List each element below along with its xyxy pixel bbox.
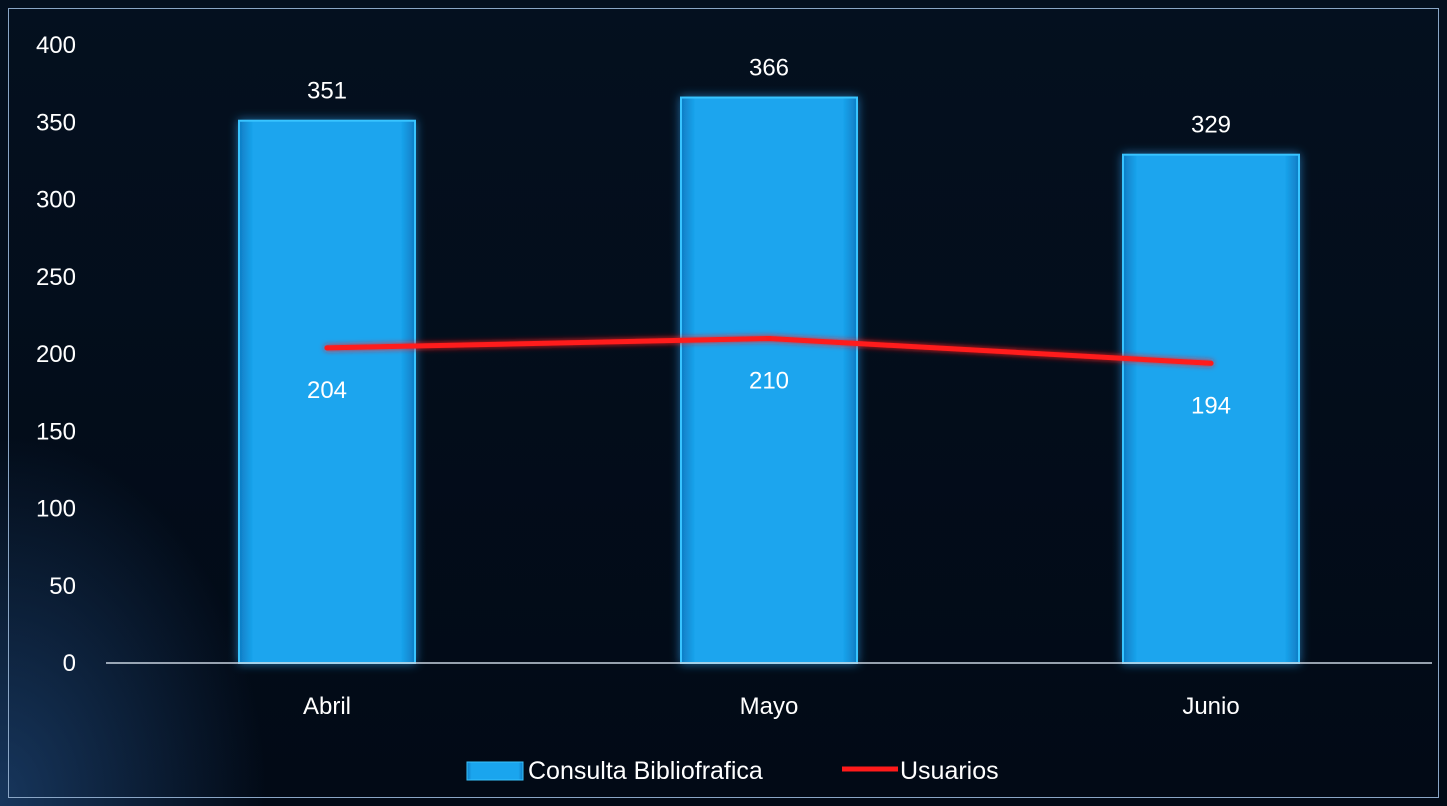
legend-item-line[interactable]: Usuarios <box>842 757 999 785</box>
usuarios-point-abril[interactable] <box>324 345 330 351</box>
bar-abril[interactable] <box>238 119 416 664</box>
bar-mayo[interactable] <box>680 96 858 664</box>
y-tick-label: 350 <box>36 109 76 136</box>
line-value-label: 194 <box>1191 392 1231 419</box>
line-series <box>324 336 1214 366</box>
bar-value-label: 351 <box>307 78 347 105</box>
line-value-label: 210 <box>749 368 789 395</box>
bar-junio[interactable] <box>1122 153 1300 664</box>
chart-frame <box>8 8 1439 798</box>
legend: Consulta Bibliofrafica Usuarios <box>466 757 999 785</box>
bar-value-label: 366 <box>749 55 789 82</box>
y-tick-label: 100 <box>36 496 76 523</box>
y-tick-label: 0 <box>63 650 76 677</box>
y-tick-label: 300 <box>36 187 76 214</box>
legend-item-bar[interactable]: Consulta Bibliofrafica <box>466 757 763 785</box>
usuarios-point-mayo[interactable] <box>766 336 772 342</box>
line-data-labels: 204 210 194 <box>307 368 1231 420</box>
x-tick-label-junio: Junio <box>1182 693 1239 720</box>
x-tick-label-mayo: Mayo <box>740 693 799 720</box>
legend-swatch-bar <box>466 761 524 781</box>
legend-label-bar: Consulta Bibliofrafica <box>528 757 763 785</box>
bar-data-labels: 351 366 329 <box>307 55 1231 139</box>
bar-series <box>238 96 1300 664</box>
y-axis-tick-labels: 0 50 100 150 200 250 300 350 400 <box>36 32 76 677</box>
y-tick-label: 150 <box>36 418 76 445</box>
line-value-label: 204 <box>307 377 347 404</box>
x-tick-label-abril: Abril <box>303 693 351 720</box>
y-tick-label: 250 <box>36 264 76 291</box>
y-tick-label: 50 <box>49 573 76 600</box>
x-axis-tick-labels: Abril Mayo Junio <box>303 693 1240 720</box>
y-tick-label: 400 <box>36 32 76 59</box>
y-tick-label: 200 <box>36 341 76 368</box>
usuarios-point-junio[interactable] <box>1208 360 1214 366</box>
legend-label-line: Usuarios <box>900 757 999 785</box>
bar-value-label: 329 <box>1191 112 1231 139</box>
